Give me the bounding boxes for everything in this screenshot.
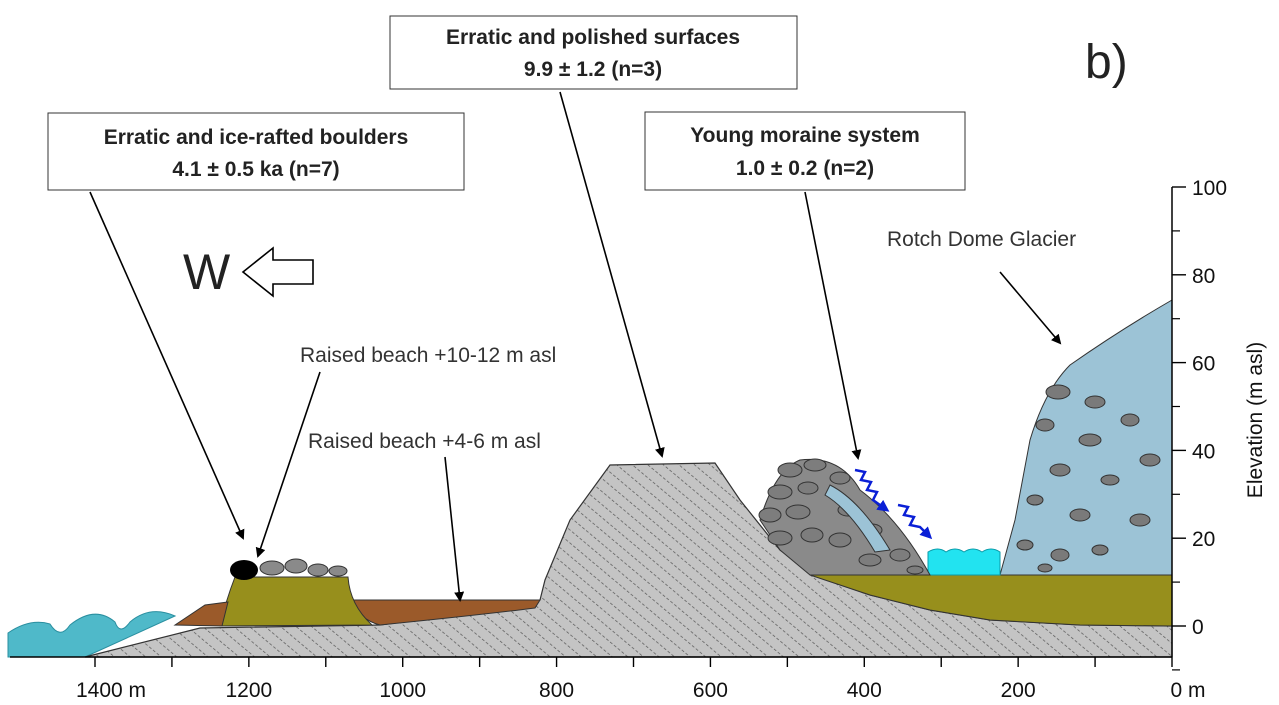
box: Young moraine system 1.0 ± 0.2 (n=2) bbox=[645, 112, 965, 190]
cross-section: Elevation (m asl) Erratic and ice-rafted… bbox=[0, 0, 1279, 705]
x-tick-label: 400 bbox=[847, 679, 882, 702]
x-tick-label: 1200 bbox=[225, 679, 272, 702]
box-title: Young moraine system bbox=[690, 124, 920, 147]
y-tick-label: 0 bbox=[1192, 616, 1204, 639]
direction: W bbox=[183, 244, 231, 300]
box-title: Erratic and ice-rafted boulders bbox=[104, 126, 409, 149]
leader-arrow bbox=[805, 192, 858, 458]
beach-high-label: Raised beach +10-12 m asl bbox=[300, 344, 556, 367]
x-tick-label: 600 bbox=[693, 679, 728, 702]
box: Erratic and polished surfaces 9.9 ± 1.2 … bbox=[390, 16, 797, 89]
glacier-label: Rotch Dome Glacier bbox=[887, 228, 1076, 251]
box-age: 1.0 ± 0.2 (n=2) bbox=[736, 157, 874, 180]
box-age: 9.9 ± 1.2 (n=3) bbox=[524, 58, 662, 81]
x-tick-label: 200 bbox=[1001, 679, 1036, 702]
erratic-boulder bbox=[230, 560, 258, 580]
leader-arrow bbox=[1000, 272, 1060, 343]
y-tick-label: 20 bbox=[1192, 528, 1215, 551]
lake bbox=[928, 549, 1000, 575]
box-title: Erratic and polished surfaces bbox=[446, 26, 740, 49]
box-age: 4.1 ± 0.5 ka (n=7) bbox=[172, 158, 339, 181]
y-tick-label: 60 bbox=[1192, 353, 1215, 376]
direction-arrow bbox=[243, 248, 313, 296]
leader-arrow bbox=[258, 372, 320, 556]
leader-arrow bbox=[445, 457, 460, 600]
x-tick-label: 1400 m bbox=[76, 679, 146, 702]
box: Erratic and ice-rafted boulders 4.1 ± 0.… bbox=[48, 113, 464, 190]
y-axis-title: Elevation (m asl) bbox=[1244, 342, 1267, 498]
beach-slope bbox=[175, 602, 228, 626]
x-tick-label: 0 m bbox=[1170, 679, 1205, 702]
x-tick-label: 1000 bbox=[379, 679, 426, 702]
x-tick-label: 800 bbox=[539, 679, 574, 702]
y-tick-label: 100 bbox=[1192, 177, 1227, 200]
y-tick-label: 80 bbox=[1192, 265, 1215, 288]
platform-boulders bbox=[260, 559, 347, 576]
panel-label: b) bbox=[1085, 36, 1128, 89]
y-tick-label: 40 bbox=[1192, 440, 1215, 463]
beach-low-label: Raised beach +4-6 m asl bbox=[308, 430, 541, 453]
beach-high-platform bbox=[220, 577, 372, 626]
